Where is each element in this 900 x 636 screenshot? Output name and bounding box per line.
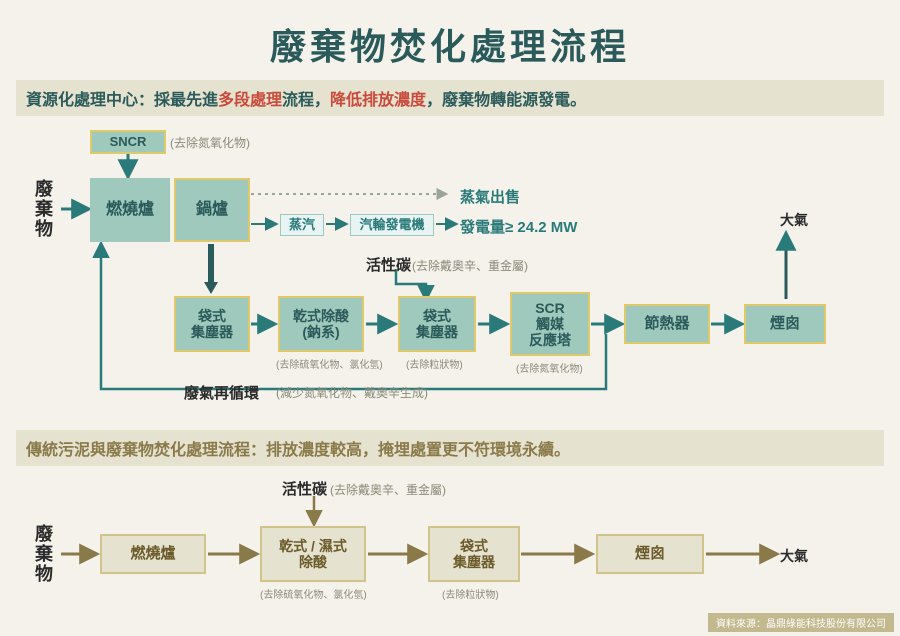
node-chimney-2: 煙囪	[596, 534, 704, 574]
bag2-note: (去除粒狀物)	[406, 356, 463, 371]
sncr-note: (去除氮氧化物)	[170, 134, 250, 151]
flow-section-1: 廢 棄 物 SNCR (去除氮氧化物) 燃燒爐 鍋爐 蒸汽 汽輪發電機 蒸氣出售…	[16, 124, 884, 424]
node-turbine: 汽輪發電機	[350, 214, 434, 236]
dry-note-2: (去除硫氧化物、氯化氫)	[260, 586, 367, 601]
subtitle-banner-2: 傳統污泥與廢棄物焚化處理流程：排放濃度較高，掩埋處置更不符環境永續。	[16, 430, 884, 466]
atmo-2: 大氣	[780, 546, 808, 566]
subtitle-banner-1: 資源化處理中心：採最先進多段處理流程，降低排放濃度，廢棄物轉能源發電。	[16, 80, 884, 116]
power-text: 發電量≥ 24.2 MW	[460, 216, 577, 237]
footer-source: 資料來源：晶鼎綠能科技股份有限公司	[708, 613, 894, 632]
recirc-note: (減少氮氧化物、戴奧辛生成)	[276, 384, 428, 401]
node-boiler: 鍋爐	[174, 178, 250, 242]
sub1-red1: 多段處理	[218, 92, 282, 109]
node-econ: 節熱器	[624, 304, 710, 344]
waste-label-1: 廢 棄 物	[34, 179, 54, 239]
sncr-text: SNCR	[110, 135, 147, 150]
node-dry-2: 乾式 / 濕式 除酸	[260, 526, 366, 582]
node-dry-1: 乾式除酸 (鈉系)	[278, 296, 364, 352]
node-bag2: 袋式 集塵器	[398, 296, 476, 352]
carbon-note-1: (去除戴奧辛、重金屬)	[412, 257, 528, 274]
bag-note-2: (去除粒狀物)	[442, 586, 499, 601]
sub1-mid: 流程，	[282, 92, 330, 109]
scr-note: (去除氮氧化物)	[516, 360, 583, 375]
waste-label-2: 廢 棄 物	[34, 524, 54, 584]
node-scr: SCR 觸媒 反應塔	[510, 292, 590, 356]
flow-arrows-1	[16, 124, 884, 424]
page-title: 廢棄物焚化處理流程	[0, 0, 900, 70]
sub1-post: ，廢棄物轉能源發電。	[426, 92, 586, 109]
carbon-note-2: (去除戴奧辛、重金屬)	[330, 481, 446, 498]
steam-sale-text: 蒸氣出售	[460, 186, 520, 207]
node-chimney-1: 煙囪	[744, 304, 826, 344]
carbon-label-2: 活性碳	[282, 478, 327, 499]
sub1-pre: 資源化處理中心：採最先進	[26, 92, 218, 109]
recirc-label: 廢氣再循環	[184, 382, 259, 403]
node-burner-2: 燃燒爐	[100, 534, 206, 574]
sub1-red2: 降低排放濃度	[330, 92, 426, 109]
node-bag1: 袋式 集塵器	[174, 296, 250, 352]
carbon-label-1: 活性碳	[366, 254, 411, 275]
flow-section-2: 廢 棄 物 活性碳 (去除戴奧辛、重金屬) 燃燒爐 乾式 / 濕式 除酸 (去除…	[16, 474, 884, 604]
atmo-1: 大氣	[780, 210, 808, 230]
node-bag-2: 袋式 集塵器	[428, 526, 520, 582]
node-burner-1: 燃燒爐	[90, 178, 170, 242]
node-sncr: SNCR	[90, 130, 166, 154]
dry-note-1: (去除硫氧化物、氯化氫)	[276, 356, 383, 371]
node-steam: 蒸汽	[280, 214, 324, 236]
